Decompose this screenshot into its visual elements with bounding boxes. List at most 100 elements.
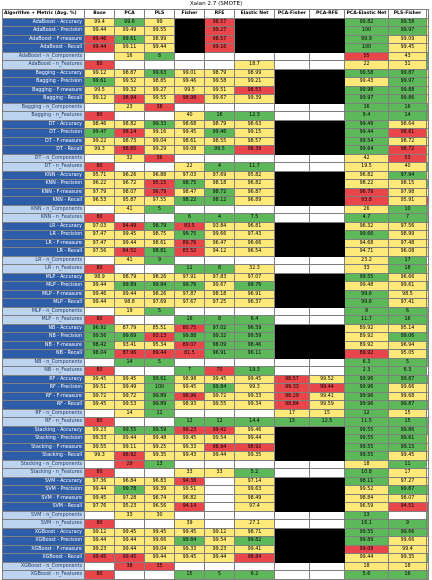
empty-cell [274, 323, 310, 333]
empty-cell [309, 34, 345, 44]
value-cell: 99.46 [174, 77, 205, 87]
value-cell: 11 [388, 459, 427, 469]
value-cell: 99.49 [114, 26, 145, 36]
value-cell: 99.87 [388, 68, 427, 78]
value-cell: 99.55 [344, 425, 389, 435]
value-cell: 96.08 [388, 247, 427, 257]
value-cell: 18 [426, 561, 429, 571]
value-cell: 11 [144, 408, 175, 418]
value-cell [274, 51, 310, 61]
value-cell: 80 [84, 162, 115, 172]
value-cell [204, 476, 235, 486]
value-cell: 97.91 [174, 272, 205, 282]
value-cell: 99.82 [234, 536, 275, 546]
value-cell: 99.45 [174, 434, 205, 444]
value-cell: 99.84 [204, 383, 235, 393]
table-row: Stacking - Precision 99.33 99.44 99.48 99.45… [2, 434, 429, 444]
value-cell [309, 459, 345, 469]
row-label: DT - Recall [2, 145, 85, 155]
value-cell: 98.84 [274, 400, 310, 410]
empty-cell [174, 43, 205, 53]
value-cell: 98.82 [114, 119, 145, 129]
value-cell: 99.35 [388, 553, 427, 563]
row-label: MLP - n_Features [2, 315, 85, 325]
value-cell: 99.33 [144, 119, 175, 129]
row-label: KNN - Precision [2, 179, 85, 189]
value-cell [234, 408, 275, 418]
value-cell: 97.43 [234, 230, 275, 240]
row-label: MLP - Precision [2, 281, 85, 291]
empty-cell [274, 272, 310, 282]
value-cell: 97.67 [174, 298, 205, 308]
value-cell: 98.07 [388, 493, 427, 503]
value-cell: 99.41 [234, 544, 275, 554]
value-cell: 96.94 [388, 340, 427, 350]
table-row: MLP - F-measure 99.46 99.44 98.26 97.87 98.18… [2, 289, 429, 299]
value-cell: 94.09 [426, 502, 429, 512]
value-cell: 97.48 [388, 238, 427, 248]
value-cell: 99.61 [114, 34, 145, 44]
value-cell [174, 306, 205, 316]
value-cell: 99.45 [174, 128, 205, 138]
value-cell: 99.23 [84, 425, 115, 435]
value-cell: 19 [114, 306, 145, 316]
value-cell: 14 [114, 357, 145, 367]
value-cell: 96.32 [344, 221, 389, 231]
value-cell: 99.44 [84, 536, 115, 546]
value-cell: 99.66 [204, 230, 235, 240]
value-cell: 99.21 [234, 77, 275, 87]
empty-cell [234, 34, 275, 44]
value-cell: 99.46 [234, 425, 275, 435]
value-cell: 99.44 [309, 383, 345, 393]
value-cell: 8 [426, 60, 429, 70]
value-cell: 96.21 [426, 323, 429, 333]
value-cell: 94.38 [174, 476, 205, 486]
row-label: RF - n_Features [2, 417, 85, 427]
column-header: PCA-RFE [309, 9, 345, 19]
value-cell: 93.8 [344, 196, 389, 206]
empty-cell [309, 196, 345, 206]
value-cell: 6 [426, 306, 429, 316]
value-cell: 99.56 [426, 553, 429, 563]
value-cell: 98.73 [114, 136, 145, 146]
value-cell: 99.54 [204, 434, 235, 444]
value-cell: 99.4 [84, 17, 115, 27]
row-label: AdaBoost - Accuracy [2, 17, 85, 27]
value-cell [114, 519, 145, 529]
empty-cell [309, 179, 345, 189]
value-cell: 99.51 [426, 536, 429, 546]
row-label: LR - n_Features [2, 264, 85, 274]
value-cell: 99.53 [426, 332, 429, 342]
empty-cell [274, 85, 310, 95]
value-cell: 99.45 [114, 553, 145, 563]
value-cell: 6.4 [234, 315, 275, 325]
row-label: Stacking - Precision [2, 434, 85, 444]
value-cell: 80 [84, 315, 115, 325]
value-cell: 99.44 [114, 238, 145, 248]
table-row: RF - Precision 99.51 99.49 100 99.45 99.84 99.… [2, 383, 429, 393]
value-cell: 33 [204, 468, 235, 478]
value-cell: 12.3 [234, 111, 275, 121]
value-cell: 99.69 [114, 332, 145, 342]
value-cell [114, 162, 145, 172]
value-cell: 98.91 [426, 289, 429, 299]
empty-cell [309, 451, 345, 461]
value-cell: 96.82 [174, 493, 205, 503]
row-label: XGBoost - Accuracy [2, 527, 85, 537]
value-cell [234, 459, 275, 469]
value-cell [144, 213, 175, 223]
value-cell: 80 [84, 111, 115, 121]
value-cell: 99.72 [114, 391, 145, 401]
value-cell: 99.87 [388, 374, 427, 384]
value-cell: 99.49 [114, 383, 145, 393]
value-cell [274, 561, 310, 571]
value-cell: 96.79 [144, 187, 175, 197]
value-cell [84, 561, 115, 571]
table-row: KNN - F-measure 97.79 98.07 96.79 98.47 98.72… [2, 187, 429, 197]
value-cell: 99.24 [426, 34, 429, 44]
value-cell: 99.33 [174, 442, 205, 452]
value-cell: 17 [388, 255, 427, 265]
value-cell: 99.66 [144, 536, 175, 546]
row-label: AdaBoost - F-measure [2, 34, 85, 44]
empty-cell [274, 451, 310, 461]
